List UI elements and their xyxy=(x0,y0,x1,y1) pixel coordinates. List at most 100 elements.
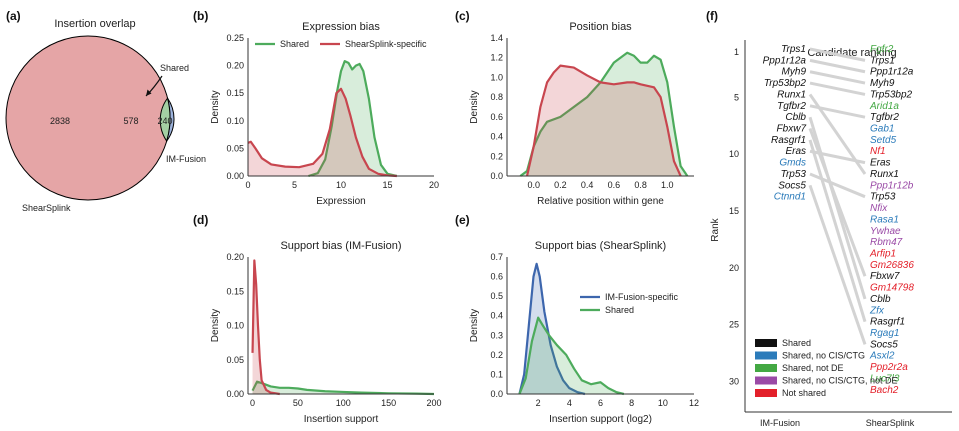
x-tick-label: 0.6 xyxy=(608,180,621,190)
shearsplink-gene: Rbm47 xyxy=(870,237,903,248)
chart-title: Candidate ranking xyxy=(807,47,896,59)
shearsplink-gene: Socs5 xyxy=(870,339,898,350)
density-area-shearsplink-specific xyxy=(248,88,397,176)
shearsplink-gene: Ppp2r2a xyxy=(870,362,908,373)
y-axis-label: Density xyxy=(469,90,480,123)
legend-label: Shared, not DE xyxy=(782,363,844,373)
y-tick-label: 0.2 xyxy=(490,151,503,161)
venn-intersection xyxy=(159,96,171,143)
x-tick-label: 0.0 xyxy=(527,180,540,190)
venn-diagram: Insertion overlap 2838 578 240 Shared IM… xyxy=(5,18,206,213)
rank-link-Trps1 xyxy=(809,47,866,62)
x-tick-label: 150 xyxy=(381,398,396,408)
y-tick-label: 0.00 xyxy=(226,389,244,399)
x-label-shearsplink: ShearSplink xyxy=(866,418,915,428)
venn-label-shearsplink: ShearSplink xyxy=(22,203,71,213)
shearsplink-gene: Gm26836 xyxy=(870,260,914,271)
panel-label-a: (a) xyxy=(6,9,21,23)
y-tick-label: 0.00 xyxy=(226,171,244,181)
y-tick-label: 25 xyxy=(729,320,739,330)
shearsplink-gene: Runx1 xyxy=(870,169,899,180)
x-axis-label: Insertion support xyxy=(304,414,379,425)
density-area-shared xyxy=(252,381,434,394)
y-tick-label: 10 xyxy=(729,149,739,159)
x-axis-label: Relative position within gene xyxy=(537,196,664,207)
chart-title: Position bias xyxy=(569,21,632,33)
y-tick-label: 0.4 xyxy=(490,132,503,142)
y-tick-label: 0.0 xyxy=(490,171,503,181)
im-fusion-gene: Ctnnd1 xyxy=(774,192,806,203)
im-fusion-gene: Socs5 xyxy=(778,180,806,191)
density-area-shared xyxy=(520,52,688,176)
legend-label: Shared xyxy=(280,39,309,49)
y-tick-label: 0.10 xyxy=(226,116,244,126)
shearsplink-gene: Rasgrf1 xyxy=(870,317,905,328)
im-fusion-gene: Cblb xyxy=(785,112,806,123)
x-tick-label: 0.4 xyxy=(581,180,594,190)
chart-support-bias-imfusion: Support bias (IM-Fusion) 0 50 100 150 200 0.00… xyxy=(210,240,442,425)
im-fusion-gene: Trp53bp2 xyxy=(764,78,807,89)
density-line-shared xyxy=(518,316,625,396)
chart-candidate-ranking: Candidate ranking151015202530RankIM-Fusi… xyxy=(710,40,952,428)
shearsplink-gene: Ywhae xyxy=(870,226,901,237)
legend-label: Shared xyxy=(605,305,634,315)
y-tick-label: 0.15 xyxy=(226,286,244,296)
venn-circle-shearsplink xyxy=(5,35,171,201)
y-tick-label: 0.6 xyxy=(490,112,503,122)
im-fusion-gene: Myh9 xyxy=(782,67,807,78)
x-axis-label: Expression xyxy=(316,196,365,207)
venn-title: Insertion overlap xyxy=(54,18,135,30)
legend-swatch xyxy=(755,389,777,397)
rank-link-Trp53 xyxy=(809,172,866,199)
rank-link-Fbxw7 xyxy=(808,127,867,277)
x-tick-label: 0.2 xyxy=(554,180,567,190)
chart-position-bias: Position bias 0.0 0.2 0.4 0.6 0.8 1.0 0.0 0.2 0.4… xyxy=(469,21,694,207)
y-axis-label: Density xyxy=(210,309,221,342)
y-tick-label: 0.20 xyxy=(226,252,244,262)
y-tick-label: 1.4 xyxy=(490,33,503,43)
chart-title: Expression bias xyxy=(302,21,380,33)
density-area-shared xyxy=(519,317,624,394)
rank-link-Tgfbr2 xyxy=(809,104,866,119)
shearsplink-gene: Ppp1r12b xyxy=(870,180,914,191)
shearsplink-gene: Nfix xyxy=(870,203,888,214)
legend-swatch xyxy=(755,376,777,385)
legend-swatch xyxy=(755,351,777,360)
x-tick-label: 5 xyxy=(292,180,297,190)
rank-link-Socs5 xyxy=(808,184,867,345)
x-tick-label: 12 xyxy=(689,398,699,408)
shearsplink-gene: Trps1 xyxy=(870,55,895,66)
y-tick-label: 5 xyxy=(734,92,739,102)
x-tick-label: 6 xyxy=(598,398,603,408)
y-tick-label: 0.2 xyxy=(490,350,503,360)
legend-label: Shared xyxy=(782,338,811,348)
shearsplink-gene: Rgag1 xyxy=(870,328,899,339)
panel-label-c: (c) xyxy=(455,9,470,23)
density-line-im-fusion-specific xyxy=(518,262,586,396)
y-tick-label: 0.15 xyxy=(226,88,244,98)
shearsplink-gene: Bach2 xyxy=(870,385,899,396)
y-tick-label: 1.2 xyxy=(490,53,503,63)
venn-only-shearsplink: 2838 xyxy=(50,116,70,126)
shearsplink-gene: Zfx xyxy=(869,305,885,316)
venn-intersection-value: 578 xyxy=(123,116,138,126)
rank-link-Myh9 xyxy=(809,70,866,85)
x-tick-label: 2 xyxy=(536,398,541,408)
rank-link-Trp53bp2 xyxy=(809,81,866,96)
y-tick-label: 20 xyxy=(729,263,739,273)
y-tick-label: 0.5 xyxy=(490,291,503,301)
legend-swatch xyxy=(755,339,777,347)
rank-link-Eras xyxy=(809,149,866,165)
shearsplink-gene: Nf1 xyxy=(870,146,886,157)
im-fusion-gene: Rasgrf1 xyxy=(771,135,806,146)
chart-title: Support bias (ShearSplink) xyxy=(535,240,666,252)
y-tick-label: 0.4 xyxy=(490,311,503,321)
x-tick-label: 1.0 xyxy=(661,180,674,190)
shearsplink-gene: Trp53bp2 xyxy=(870,89,913,100)
shearsplink-gene: Ppp1r12a xyxy=(870,67,914,78)
density-area-shearsplink-specific xyxy=(527,65,681,176)
shearsplink-gene: Fgfr2 xyxy=(870,44,894,55)
y-tick-label: 0.1 xyxy=(490,369,503,379)
x-tick-label: 50 xyxy=(293,398,303,408)
